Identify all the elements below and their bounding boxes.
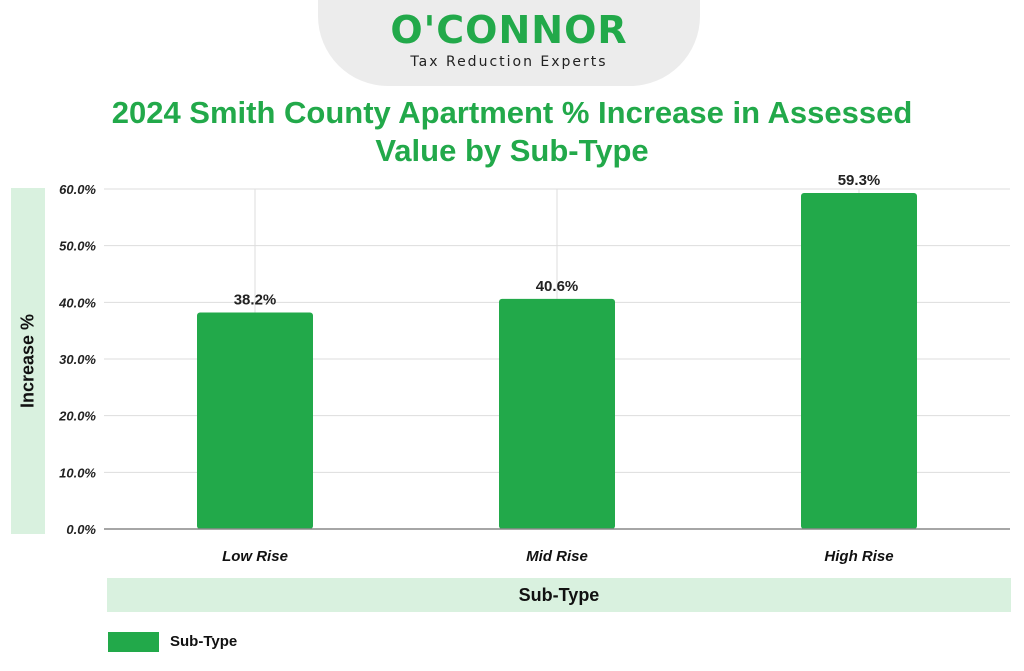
data-labels: 38.2% 40.6% 59.3% bbox=[234, 172, 881, 309]
category-labels: Low Rise Mid Rise High Rise bbox=[222, 548, 894, 565]
x-axis-band bbox=[107, 578, 1011, 612]
y-tick-label: 50.0% bbox=[59, 239, 96, 254]
data-label: 59.3% bbox=[838, 172, 881, 189]
legend-swatch bbox=[108, 632, 159, 652]
y-tick-label: 20.0% bbox=[58, 409, 96, 424]
bar-mid-rise bbox=[499, 298, 615, 529]
y-tick-label: 10.0% bbox=[59, 465, 96, 480]
brand-tagline: Tax Reduction Experts bbox=[410, 54, 608, 70]
category-label: Mid Rise bbox=[526, 548, 588, 565]
data-label: 38.2% bbox=[234, 292, 277, 309]
y-tick-label: 40.0% bbox=[58, 295, 96, 310]
chart-title: 2024 Smith County Apartment % Increase i… bbox=[111, 95, 913, 168]
data-label: 40.6% bbox=[536, 278, 579, 295]
y-axis-band bbox=[11, 188, 45, 534]
bars bbox=[197, 192, 917, 529]
category-label: Low Rise bbox=[222, 548, 288, 565]
brand-logo: O'CONNOR bbox=[390, 8, 628, 52]
y-tick-label: 30.0% bbox=[59, 352, 96, 367]
bar-high-rise bbox=[801, 192, 917, 529]
y-tick-label: 0.0% bbox=[66, 522, 96, 537]
y-tick-labels: 0.0% 10.0% 20.0% 30.0% 40.0% 50.0% 60.0% bbox=[58, 182, 96, 537]
category-label: High Rise bbox=[824, 548, 893, 565]
x-axis-label: Sub-Type bbox=[518, 585, 600, 605]
logo-tab: O'CONNOR Tax Reduction Experts bbox=[318, 0, 700, 86]
legend-label: Sub-Type bbox=[170, 633, 238, 650]
bar-low-rise bbox=[197, 312, 313, 529]
y-tick-label: 60.0% bbox=[59, 182, 96, 197]
